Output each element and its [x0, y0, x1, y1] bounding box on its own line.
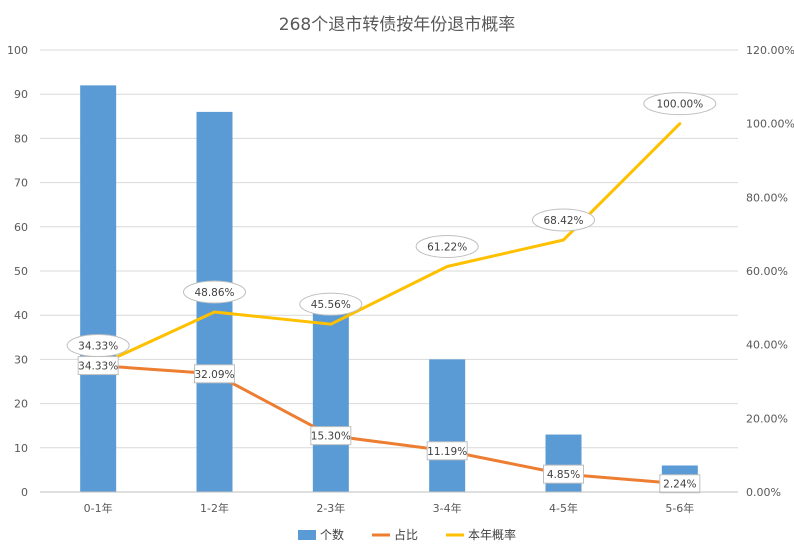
- data-label-box: [194, 364, 235, 384]
- y-left-tick-label: 0: [21, 486, 28, 499]
- x-tick-label: 5-6年: [665, 501, 694, 515]
- data-label-callout: [643, 92, 717, 116]
- data-label: 45.56%: [311, 299, 351, 311]
- data-label-callout: [183, 280, 246, 304]
- y-left-tick-label: 30: [14, 353, 28, 366]
- data-label-box: [310, 426, 352, 446]
- legend-swatch: [298, 530, 316, 540]
- data-label: 61.22%: [427, 242, 467, 254]
- data-label: 2.24%: [663, 479, 696, 491]
- data-label: 11.19%: [427, 446, 467, 458]
- x-tick-label: 0-1年: [84, 501, 113, 515]
- y-left-tick-label: 90: [14, 88, 28, 101]
- data-label-box: [659, 474, 701, 494]
- y-right-tick-label: 40.00%: [746, 339, 788, 352]
- y-left-tick-label: 70: [14, 177, 28, 190]
- y-left-tick-label: 10: [14, 442, 28, 455]
- legend: 个数 占比 本年概率: [298, 527, 516, 542]
- x-tick-label: 1-2年: [200, 501, 229, 515]
- data-label-callout: [66, 334, 130, 358]
- axes: 0 10 20 30 40 50 60 70 80 90 100 0.00% 20.00% 40.00% 6…: [7, 44, 794, 515]
- legend-label: 占比: [394, 527, 418, 542]
- data-label: 15.30%: [311, 431, 351, 443]
- bar: [80, 85, 117, 493]
- y-left-tick-label: 20: [14, 398, 28, 411]
- bar: [312, 310, 349, 492]
- line-series: [96, 122, 682, 486]
- y-right-tick-label: 80.00%: [746, 191, 788, 204]
- data-label-box: [426, 441, 468, 461]
- series-line: [96, 364, 682, 486]
- data-labels: 34.33% 32.09% 15.30% 11.19% 4.85% 2.24% 34.33%…: [66, 92, 717, 494]
- y-right-tick-label: 60.00%: [746, 265, 788, 278]
- legend-label: 个数: [320, 527, 344, 542]
- series-line: [96, 122, 682, 368]
- y-right-tick-label: 100.00%: [746, 118, 794, 131]
- y-right-tick-label: 20.00%: [746, 412, 788, 425]
- x-tick-label: 2-3年: [316, 501, 345, 515]
- data-label: 68.42%: [543, 215, 583, 227]
- data-label: 4.85%: [547, 469, 580, 481]
- chart-title: 268个退市转债按年份退市概率: [279, 15, 515, 35]
- data-label: 32.09%: [194, 369, 234, 381]
- data-label: 100.00%: [656, 99, 703, 111]
- y-right-tick-label: 0.00%: [746, 486, 781, 499]
- gridlines: [40, 49, 738, 493]
- y-left-tick-label: 100: [7, 44, 28, 57]
- data-label-callout: [532, 208, 595, 232]
- x-tick-label: 4-5年: [549, 501, 578, 515]
- data-label: 48.86%: [194, 287, 234, 299]
- data-label-callout: [415, 235, 479, 259]
- legend-label: 本年概率: [468, 527, 516, 542]
- data-label-box: [543, 464, 584, 484]
- y-left-tick-label: 40: [14, 309, 28, 322]
- y-left-tick-label: 80: [14, 132, 28, 145]
- data-label-callout: [299, 292, 363, 316]
- data-label: 34.33%: [78, 341, 118, 353]
- x-tick-label: 3-4年: [433, 501, 462, 515]
- y-left-tick-label: 60: [14, 221, 28, 234]
- y-right-tick-label: 120.00%: [746, 44, 794, 57]
- bar: [429, 359, 466, 492]
- y-left-tick-label: 50: [14, 265, 28, 278]
- data-label: 34.33%: [78, 361, 118, 373]
- bar-series: [80, 85, 698, 493]
